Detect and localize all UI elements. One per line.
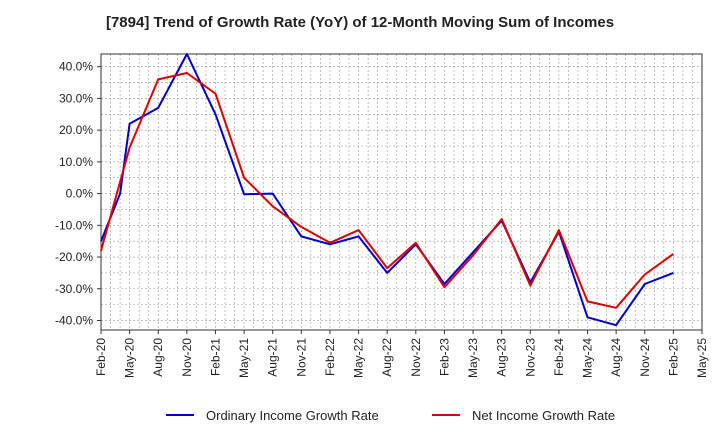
y-tick-label: 30.0%: [59, 91, 93, 105]
x-tick-label: May-23: [466, 338, 480, 378]
y-tick-label: -10.0%: [55, 218, 93, 232]
x-tick-label: Aug-22: [380, 338, 394, 377]
x-tick-label: Aug-20: [151, 338, 165, 377]
y-tick-label: 20.0%: [59, 123, 93, 137]
x-tick-label: Feb-23: [437, 338, 451, 376]
series-lines: [100, 53, 674, 327]
x-tick-label: Feb-21: [208, 338, 222, 376]
y-tick-label: 10.0%: [59, 155, 93, 169]
x-tick-label: Nov-22: [409, 338, 423, 377]
legend-label-ordinary-income: Ordinary Income Growth Rate: [206, 407, 379, 423]
plot-frame: [100, 53, 703, 331]
x-tick-label: May-21: [237, 338, 251, 378]
legend-swatch-net-income: [432, 414, 460, 416]
x-tick-label: Nov-21: [294, 338, 308, 377]
x-tick-label: Aug-23: [495, 338, 509, 377]
x-tick-label: Feb-22: [323, 338, 337, 376]
x-tick-label: May-20: [123, 338, 137, 378]
chart-title: [7894] Trend of Growth Rate (YoY) of 12-…: [105, 14, 615, 31]
legend-item-net-income: Net Income Growth Rate: [432, 403, 615, 427]
y-axis: 40.0% 30.0% 20.0% 10.0% 0.0% -10.0% -20.0% -30.…: [55, 60, 101, 327]
y-tick-label: -20.0%: [55, 250, 93, 264]
legend: Ordinary Income Growth Rate Net Income G…: [0, 403, 720, 427]
grid-lines: [100, 54, 703, 330]
x-tick-label: May-25: [695, 338, 709, 378]
x-tick-label: Aug-21: [266, 338, 280, 377]
x-tick-label: Feb-24: [552, 338, 566, 376]
x-tick-label: Nov-23: [523, 338, 537, 377]
y-tick-label: 40.0%: [59, 60, 93, 74]
x-tick-label: Aug-24: [609, 338, 623, 377]
y-tick-label: -30.0%: [55, 282, 93, 296]
legend-label-net-income: Net Income Growth Rate: [472, 407, 616, 423]
legend-swatch-ordinary-income: [166, 414, 194, 416]
series-line-net-income: [100, 72, 674, 309]
x-tick-label: Feb-25: [666, 338, 680, 376]
legend-item-ordinary-income: Ordinary Income Growth Rate: [166, 403, 379, 427]
x-tick-label: Nov-20: [180, 338, 194, 377]
x-tick-label: May-24: [581, 338, 595, 378]
y-tick-label: 0.0%: [66, 187, 94, 201]
x-tick-label: May-22: [352, 338, 366, 378]
x-tick-label: Feb-20: [94, 338, 108, 376]
x-tick-label: Nov-24: [638, 338, 652, 377]
x-axis: Feb-20 May-20 Aug-20 Nov-20 Feb-21 May-21 Aug-…: [94, 330, 709, 378]
y-tick-label: -40.0%: [55, 313, 93, 327]
plot-area: [101, 54, 702, 330]
series-line-ordinary-income: [100, 53, 674, 327]
